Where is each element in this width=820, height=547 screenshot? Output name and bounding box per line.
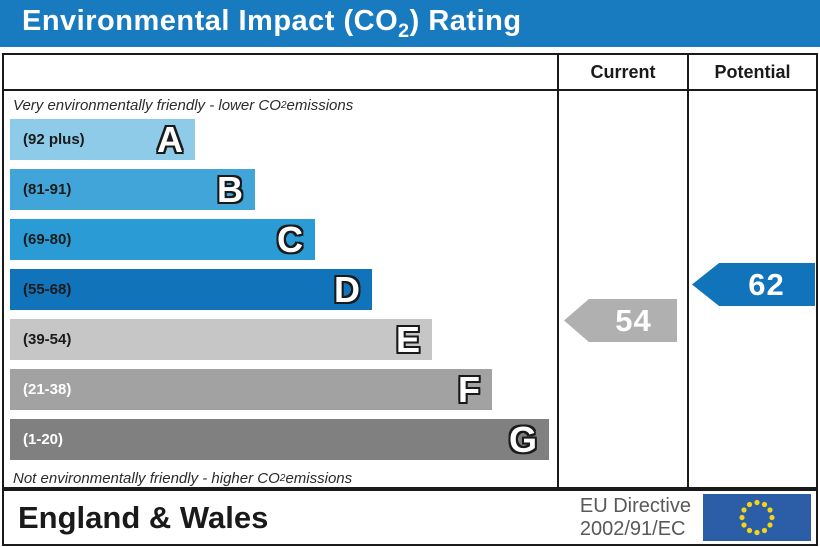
band-range-label-f: (21-38) [23, 381, 72, 398]
region-label: England & Wales [18, 499, 269, 535]
band-letter-e: E [395, 319, 420, 360]
rating-table: Current Potential Very environmentally f… [2, 53, 818, 489]
current-rating-marker: 54 [564, 299, 677, 342]
eu-directive-label: EU Directive 2002/91/EC [580, 495, 703, 541]
bottom-note-text: Not environmentally friendly - higher CO [13, 469, 280, 487]
band-letter-d: D [334, 269, 360, 310]
top-note: Very environmentally friendly - lower CO… [4, 91, 557, 119]
eu-directive-line2: 2002/91/EC [579, 517, 686, 540]
band-row-b: (81-91) B [4, 169, 557, 210]
current-rating-value: 54 [615, 302, 652, 338]
band-range-label-g: (1-20) [23, 431, 64, 448]
top-note-text-end: emissions [286, 96, 354, 114]
header-cell-bands [4, 55, 557, 89]
chart-title-text-end: ) Rating [409, 4, 522, 37]
eu-flag-icon [703, 494, 811, 541]
table-header-row: Current Potential [4, 55, 816, 91]
band-bar-c: (69-80) C [10, 219, 315, 260]
top-note-text: Very environmentally friendly - lower CO [13, 96, 281, 114]
band-range-label-b: (81-91) [23, 181, 72, 198]
current-column [557, 91, 687, 487]
column-header-potential: Potential [687, 55, 816, 89]
potential-rating-marker: 62 [692, 263, 815, 306]
bottom-note: Not environmentally friendly - higher CO… [4, 469, 557, 487]
band-bar-b: (81-91) B [10, 169, 255, 210]
chart-title-text: Environmental Impact (CO [22, 4, 399, 37]
band-row-g: (1-20) G [4, 419, 557, 460]
chart-title-subscript: 2 [398, 19, 410, 42]
band-letter-a: A [157, 119, 183, 160]
band-letter-b: B [217, 169, 243, 210]
band-row-d: (55-68) D [4, 269, 557, 310]
band-range-label-c: (69-80) [23, 231, 72, 248]
bottom-note-text-end: emissions [285, 469, 353, 487]
band-row-c: (69-80) C [4, 219, 557, 260]
band-row-e: (39-54) E [4, 319, 557, 360]
footer: England & Wales EU Directive 2002/91/EC [2, 489, 818, 546]
eu-directive-line1: EU Directive [579, 494, 691, 517]
band-letter-f: F [458, 369, 480, 410]
band-list: (92 plus) A (81-91) B (69-80) C (55-68) D (39-54… [4, 119, 557, 469]
chart-title: Environmental Impact (CO2) Rating [22, 5, 522, 43]
bottom-note-subscript: 2 [279, 472, 286, 484]
chart-title-bar: Environmental Impact (CO2) Rating [0, 0, 820, 47]
column-header-current: Current [557, 55, 687, 89]
band-range-label-d: (55-68) [23, 281, 72, 298]
bands-column: Very environmentally friendly - lower CO… [4, 91, 557, 487]
potential-rating-value: 62 [748, 266, 785, 302]
band-range-label-e: (39-54) [23, 331, 72, 348]
band-letter-c: C [277, 219, 303, 260]
band-bar-f: (21-38) F [10, 369, 492, 410]
band-letter-g: G [508, 419, 537, 460]
potential-column [687, 91, 816, 487]
band-bar-d: (55-68) D [10, 269, 372, 310]
band-range-label-a: (92 plus) [23, 131, 85, 148]
band-bar-e: (39-54) E [10, 319, 432, 360]
band-row-a: (92 plus) A [4, 119, 557, 160]
band-bar-a: (92 plus) A [10, 119, 195, 160]
band-row-f: (21-38) F [4, 369, 557, 410]
top-note-subscript: 2 [280, 99, 287, 111]
table-body: Very environmentally friendly - lower CO… [4, 91, 816, 487]
band-bar-g: (1-20) G [10, 419, 549, 460]
